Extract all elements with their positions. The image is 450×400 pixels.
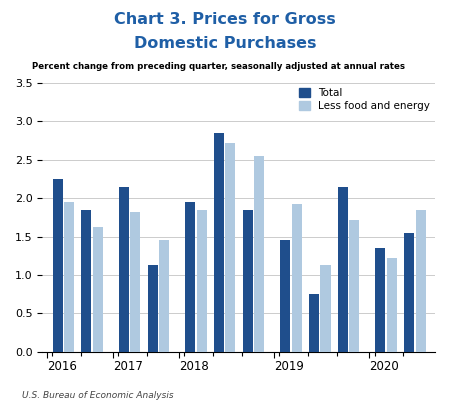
Bar [185,202,195,352]
Bar [292,204,302,352]
Bar [404,233,414,352]
Bar [119,187,129,352]
Bar [338,187,348,352]
Bar [254,156,264,352]
Bar [197,210,207,352]
Bar [130,212,140,352]
Bar [148,265,157,352]
Bar [225,143,235,352]
Text: U.S. Bureau of Economic Analysis: U.S. Bureau of Economic Analysis [22,391,174,400]
Text: Chart 3. Prices for Gross: Chart 3. Prices for Gross [114,12,336,27]
Bar [214,133,224,352]
Text: Domestic Purchases: Domestic Purchases [134,36,316,51]
Bar [243,210,253,352]
Bar [375,248,385,352]
Bar [159,240,169,352]
Bar [64,202,74,352]
Bar [280,240,290,352]
Bar [81,210,91,352]
Bar [387,258,397,352]
Legend: Total, Less food and energy: Total, Less food and energy [299,88,430,111]
Bar [53,179,63,352]
Bar [320,265,331,352]
Text: Percent change from preceding quarter, seasonally adjusted at annual rates: Percent change from preceding quarter, s… [32,62,405,71]
Bar [93,227,103,352]
Bar [415,210,426,352]
Bar [349,220,360,352]
Bar [309,294,319,352]
